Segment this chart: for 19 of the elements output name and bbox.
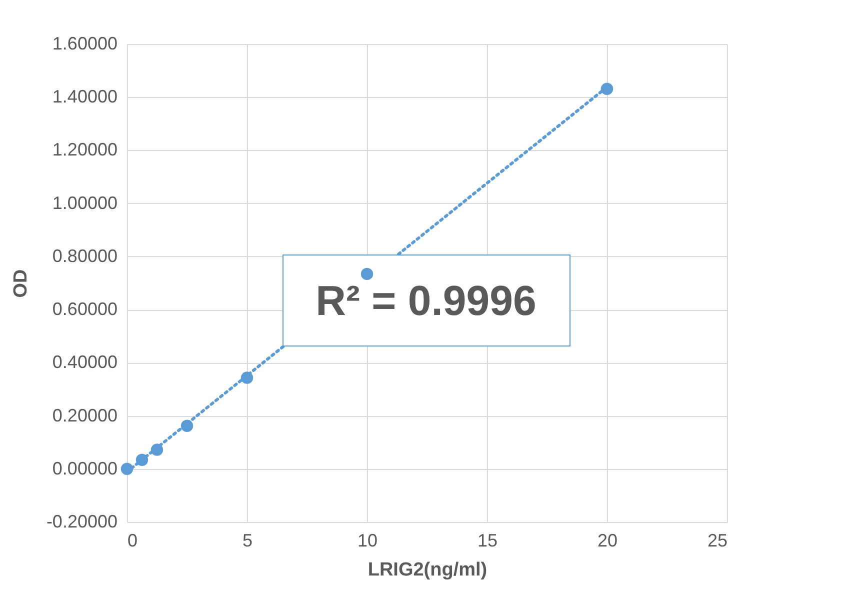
x-axis-title: LRIG2(ng/ml) bbox=[368, 560, 488, 580]
x-tick-label: 15 bbox=[477, 530, 498, 550]
y-tick-label: 0.20000 bbox=[52, 405, 118, 426]
x-tick-label: 10 bbox=[357, 530, 378, 550]
y-tick-label: 0.60000 bbox=[52, 299, 118, 320]
x-tick-label: 0 bbox=[128, 530, 138, 550]
x-tick-label: 20 bbox=[597, 530, 618, 550]
y-tick-label: 0.80000 bbox=[52, 246, 118, 266]
x-tick-label: 5 bbox=[242, 530, 253, 550]
y-tick-label: 1.60000 bbox=[52, 34, 118, 54]
y-tick-label: 1.20000 bbox=[52, 140, 118, 160]
y-tick-label: 1.40000 bbox=[52, 86, 118, 107]
y-tick-label: -0.20000 bbox=[46, 512, 118, 532]
y-tick-label: 1.00000 bbox=[52, 192, 118, 213]
x-tick-label: 25 bbox=[707, 530, 728, 550]
y-tick-label: 0.00000 bbox=[52, 458, 118, 478]
annotation: R² = 0.9996 bbox=[316, 277, 536, 324]
y-tick-label: 0.40000 bbox=[52, 352, 118, 372]
y-axis-title: OD bbox=[10, 269, 32, 298]
